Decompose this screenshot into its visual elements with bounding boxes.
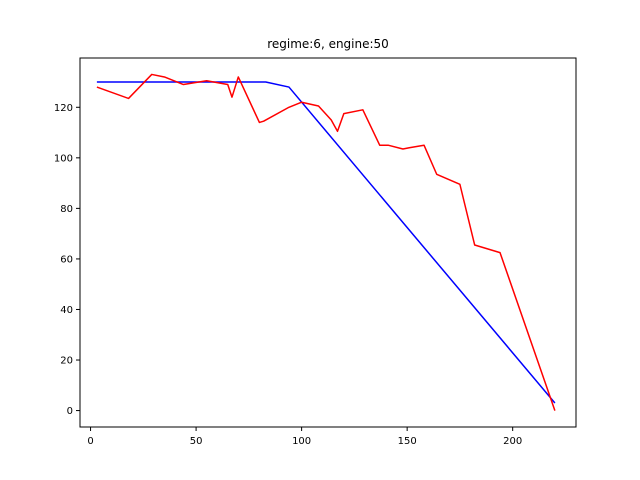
series-layer bbox=[96, 73, 556, 411]
plot-frame bbox=[79, 57, 577, 428]
x-axis: 0 50 100 150 200 bbox=[87, 427, 522, 447]
x-tick-label: 150 bbox=[398, 436, 417, 447]
series-line-2 bbox=[96, 73, 556, 411]
y-tick-label: 20 bbox=[60, 356, 73, 367]
x-tick-label: 50 bbox=[190, 436, 203, 447]
x-tick-label: 200 bbox=[503, 436, 522, 447]
chart-title: regime:6, engine:50 bbox=[267, 37, 389, 51]
y-tick-label: 0 bbox=[67, 406, 73, 417]
y-tick-label: 100 bbox=[54, 153, 73, 164]
y-tick-label: 80 bbox=[60, 204, 73, 215]
y-axis: 0 20 40 60 80 100 120 bbox=[54, 103, 80, 417]
x-tick-label: 100 bbox=[292, 436, 311, 447]
series-line-1 bbox=[96, 81, 556, 404]
y-tick-label: 40 bbox=[60, 305, 73, 316]
x-tick-label: 0 bbox=[87, 436, 93, 447]
y-tick-label: 60 bbox=[60, 254, 73, 265]
y-tick-label: 120 bbox=[54, 103, 73, 114]
